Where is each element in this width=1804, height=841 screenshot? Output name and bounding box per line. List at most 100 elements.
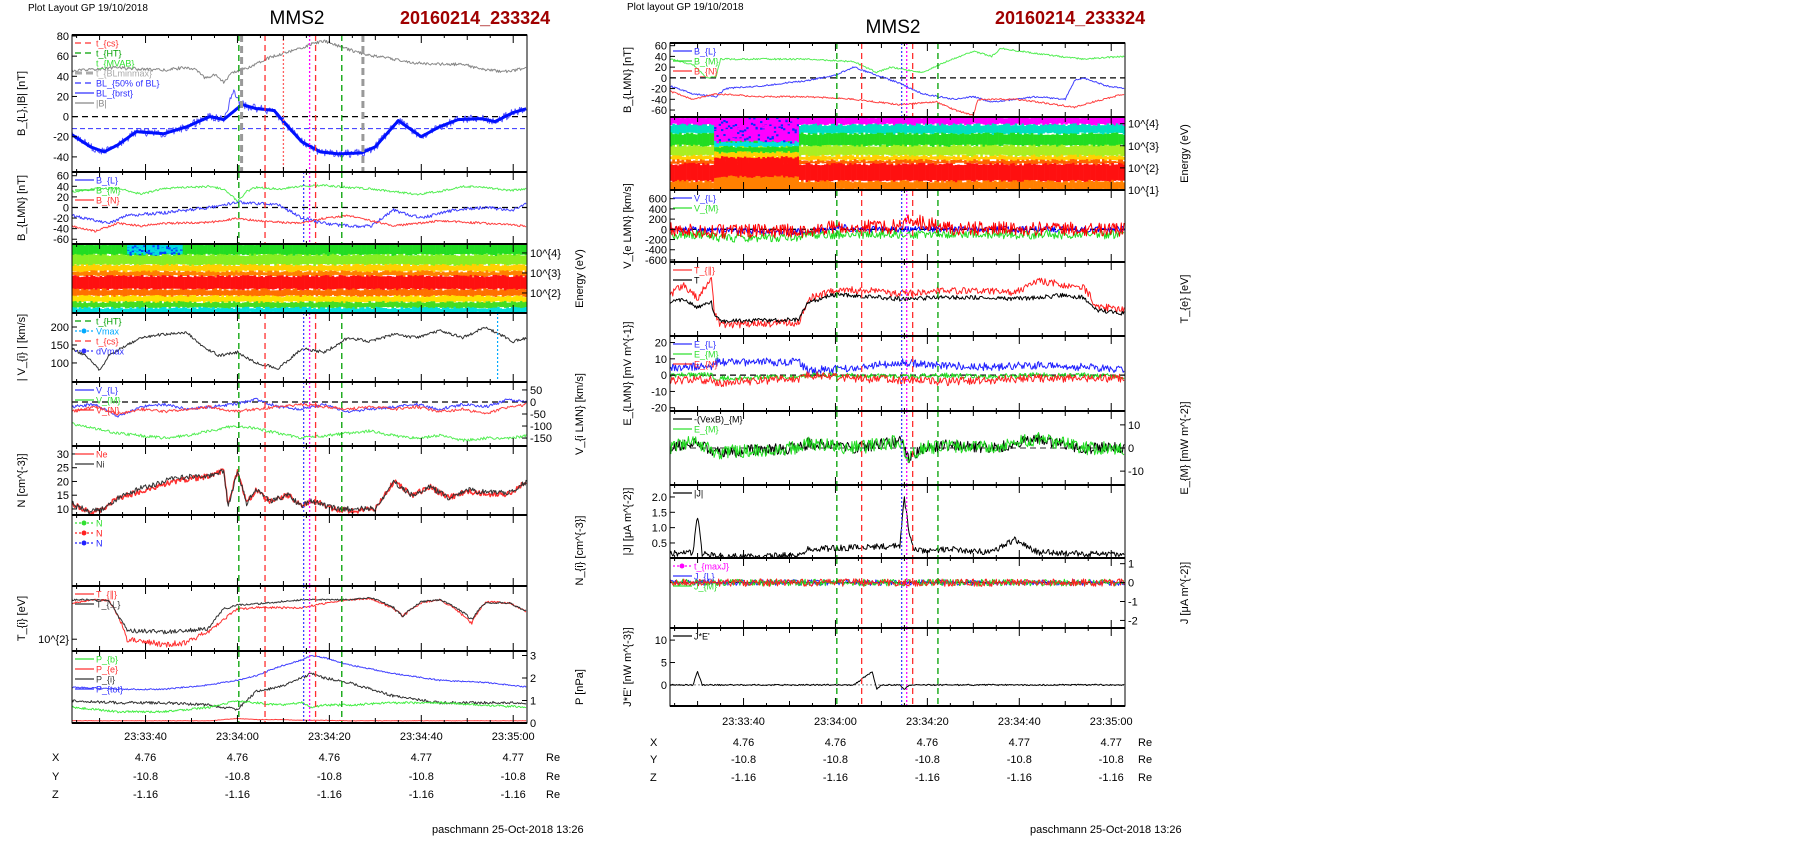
- spectrogram-cell: [269, 254, 273, 265]
- spectrogram-cell: [833, 163, 836, 181]
- spectrogram-cell: [800, 165, 804, 182]
- spectrogram-cell: [216, 295, 220, 303]
- spectrogram-cell: [207, 255, 211, 265]
- spectrogram-cell: [333, 290, 337, 297]
- spectrogram-cell: [115, 270, 119, 276]
- series-t-par: [670, 277, 1125, 329]
- spectrogram-cell: [844, 133, 848, 147]
- spectrogram-cell: [221, 307, 224, 313]
- spectrogram-cell: [453, 266, 457, 272]
- spectrogram-cell: [386, 270, 390, 276]
- spectrogram-cell: [393, 255, 397, 265]
- spectrogram-cell: [743, 147, 747, 153]
- spectrogram-cell: [954, 156, 958, 161]
- spectrogram-cell: [888, 157, 891, 162]
- spectrogram-cell: [368, 264, 372, 273]
- spectrogram-cell: [129, 265, 133, 271]
- spectrogram-cell: [865, 164, 868, 181]
- spectrogram-cell: [987, 117, 990, 126]
- spectrogram-cell: [1079, 159, 1082, 165]
- spectrogram-cell: [262, 288, 266, 297]
- spectrogram-cell: [414, 271, 417, 276]
- spectrogram-cell: [173, 270, 176, 276]
- spectrogram-cell: [897, 145, 901, 156]
- spectrogram-cell: [423, 255, 427, 266]
- spectrogram-cell: [1074, 117, 1078, 126]
- spectrogram-cell: [483, 296, 486, 303]
- spectrogram-cell: [856, 182, 859, 190]
- spectrogram-cell: [989, 133, 993, 146]
- spectrogram-cell: [1092, 163, 1096, 182]
- spectrogram-cell: [762, 142, 765, 147]
- spectrogram-cell: [1051, 163, 1055, 182]
- spectrogram-cell: [242, 295, 245, 302]
- spectrogram-cell: [1035, 159, 1038, 165]
- spectrogram-cell: [1111, 123, 1114, 135]
- spectrogram-cell: [471, 302, 475, 309]
- spectrogram-cell: [833, 182, 836, 190]
- spectrogram-cell: [1028, 163, 1032, 183]
- spectrogram-cell: [936, 156, 940, 160]
- spectrogram-cell: [849, 117, 852, 125]
- spectrogram-cell: [913, 159, 917, 163]
- spectrogram-cell: [508, 244, 512, 256]
- spectrogram-cell: [1033, 163, 1036, 181]
- spectrogram-cell: [1051, 180, 1055, 190]
- spectrogram-cell: [242, 245, 245, 256]
- spectrogram-cell: [883, 134, 887, 145]
- spectrogram-cell: [789, 140, 793, 147]
- spectrogram-cell: [469, 301, 473, 309]
- spectrogram-cell: [858, 146, 862, 156]
- spectrogram-cell: [890, 117, 894, 124]
- spectrogram-cell: [255, 289, 259, 297]
- spectrogram-cell: [166, 301, 169, 308]
- spectrogram-cell: [487, 308, 491, 313]
- spectrogram-speckle: [716, 135, 720, 138]
- spectrogram-cell: [718, 147, 722, 154]
- spectrogram-cell: [757, 157, 761, 176]
- spectrogram-cell: [865, 156, 868, 161]
- spectrogram-cell: [1072, 117, 1075, 126]
- spectrogram-cell: [221, 265, 224, 272]
- spectrogram-cell: [706, 181, 710, 189]
- spectrogram-cell: [1037, 156, 1041, 161]
- legend-label: BL_{brst}: [96, 89, 133, 99]
- spectrogram-speckle: [134, 248, 137, 251]
- spectrogram-cell: [343, 275, 346, 289]
- spectrogram-cell: [223, 254, 227, 266]
- spectrogram-cell: [225, 265, 229, 273]
- spectrogram-cell: [982, 164, 986, 183]
- spectrogram-cell: [108, 301, 112, 307]
- spectrogram-cell: [352, 275, 355, 290]
- spectrogram-cell: [331, 290, 335, 295]
- spectrogram-speckle: [748, 130, 752, 133]
- spectrogram-cell: [497, 306, 500, 313]
- legend-dot-icon: [81, 328, 87, 334]
- spectrogram-cell: [977, 181, 981, 189]
- spectrogram-cell: [345, 244, 349, 256]
- spectrogram-cell: [1037, 146, 1041, 158]
- spectrogram-cell: [258, 244, 261, 255]
- spectrogram-speckle: [780, 126, 784, 129]
- spectrogram-cell: [157, 275, 160, 290]
- spectrogram-cell: [331, 244, 335, 256]
- spectrogram-cell: [301, 301, 305, 309]
- spectrogram-cell: [872, 181, 875, 189]
- spectrogram-cell: [501, 265, 505, 273]
- spectrogram-cell: [711, 117, 714, 126]
- spectrogram-cell: [1056, 124, 1059, 135]
- spectrogram-cell: [927, 159, 930, 164]
- spectrogram-speckle: [157, 253, 160, 256]
- spectrogram-cell: [670, 132, 673, 147]
- legend-item: T: [673, 276, 700, 286]
- legend-label: B_{M}: [694, 57, 719, 67]
- spectrogram-cell: [840, 117, 843, 125]
- spectrogram-cell: [683, 156, 687, 161]
- panel-content: [670, 190, 1125, 262]
- spectrogram-cell: [741, 177, 745, 190]
- left-layout-label: Plot Layout GP 19/10/2018: [28, 3, 148, 14]
- spectrogram-cell: [1065, 163, 1068, 182]
- spectrogram-cell: [826, 125, 829, 135]
- spectrogram-cell: [340, 275, 344, 289]
- spectrogram-cell: [416, 307, 420, 313]
